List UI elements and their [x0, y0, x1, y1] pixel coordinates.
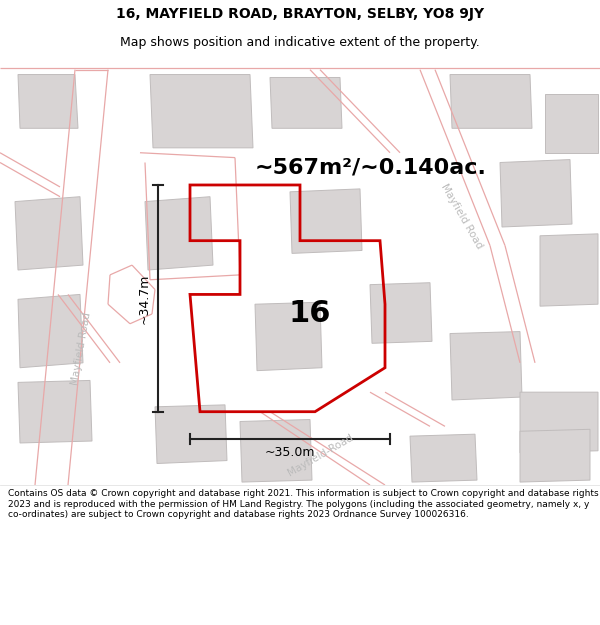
Polygon shape: [155, 405, 227, 464]
Polygon shape: [410, 434, 477, 482]
Polygon shape: [545, 94, 598, 152]
Polygon shape: [270, 78, 342, 128]
Polygon shape: [18, 74, 78, 128]
Polygon shape: [370, 282, 432, 343]
Polygon shape: [145, 197, 213, 270]
Text: Mayfield-Road: Mayfield-Road: [286, 433, 355, 479]
Polygon shape: [150, 74, 253, 148]
Text: Mayfield Road: Mayfield Road: [439, 182, 485, 251]
Text: ~34.7m: ~34.7m: [138, 273, 151, 324]
Polygon shape: [450, 74, 532, 128]
Text: Mayfield-Road: Mayfield-Road: [68, 311, 91, 386]
Polygon shape: [450, 332, 522, 400]
Text: Map shows position and indicative extent of the property.: Map shows position and indicative extent…: [120, 36, 480, 49]
Text: 16: 16: [289, 299, 331, 329]
Polygon shape: [520, 429, 590, 482]
Text: ~35.0m: ~35.0m: [265, 446, 315, 459]
Polygon shape: [18, 294, 83, 368]
Polygon shape: [255, 302, 322, 371]
Text: 16, MAYFIELD ROAD, BRAYTON, SELBY, YO8 9JY: 16, MAYFIELD ROAD, BRAYTON, SELBY, YO8 9…: [116, 8, 484, 21]
Polygon shape: [240, 419, 312, 482]
Polygon shape: [15, 197, 83, 270]
Polygon shape: [290, 189, 362, 253]
Polygon shape: [500, 159, 572, 227]
Polygon shape: [18, 381, 92, 443]
Polygon shape: [520, 392, 598, 452]
Text: Contains OS data © Crown copyright and database right 2021. This information is : Contains OS data © Crown copyright and d…: [8, 489, 598, 519]
Text: ~567m²/~0.140ac.: ~567m²/~0.140ac.: [255, 158, 487, 177]
Polygon shape: [540, 234, 598, 306]
